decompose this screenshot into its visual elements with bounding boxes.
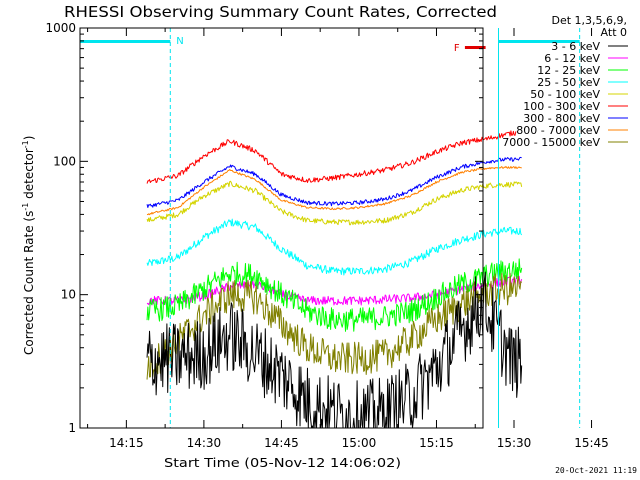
legend-label-6: 100 - 300 keV — [523, 100, 600, 113]
series-trace-3 — [146, 258, 523, 332]
series-trace-7 — [146, 156, 522, 208]
chart-title: RHESSI Observing Summary Count Rates, Co… — [64, 3, 497, 21]
legend-header-line1: Det 1,3,5,6,9, — [551, 14, 627, 27]
legend-label-1: 3 - 6 keV — [551, 40, 600, 53]
y-tick-label: 100 — [53, 154, 76, 168]
y-axis-label: Corrected Count Rate (s-1 detector-1) — [21, 136, 36, 355]
plot-frame — [79, 27, 484, 429]
legend-label-3: 12 - 25 keV — [537, 64, 600, 77]
series-trace-8 — [146, 165, 522, 216]
y-axis-label-close: ) — [22, 136, 36, 141]
night-interval-bar — [80, 40, 171, 43]
legend-label-7: 300 - 800 keV — [523, 112, 600, 125]
legend-label-4: 25 - 50 keV — [537, 76, 600, 89]
legend-label-8: 800 - 7000 keV — [516, 124, 600, 137]
flare-interval-bar — [464, 46, 486, 49]
legend-label-9: 7000 - 15000 keV — [502, 136, 600, 149]
flare-label: F — [454, 43, 460, 54]
series-trace-5 — [146, 180, 523, 226]
y-axis-label-exp1: -1 — [21, 203, 30, 211]
night-interval-bar — [498, 40, 580, 43]
series-trace-4 — [146, 218, 523, 276]
y-axis-label-main: Corrected Count Rate (s — [22, 211, 36, 355]
legend-header-line2: Att 0 — [601, 26, 627, 39]
axes: 14:15 14:30 14:45 15:00 15:15 15:30 15:45 1 10 10… — [45, 21, 608, 450]
y-axis-label-unit: detector — [22, 148, 36, 203]
footer-date: 20-Oct-2021 11:19 — [555, 466, 637, 475]
y-tick-label: 10 — [61, 288, 76, 302]
x-tick-label: 14:45 — [264, 436, 299, 450]
x-tick-label: 15:45 — [574, 436, 609, 450]
x-axis-label: Start Time (05-Nov-12 14:06:02) — [164, 456, 401, 470]
y-axis-label-exp2: -1 — [21, 140, 30, 148]
x-tick-label: 15:15 — [419, 436, 454, 450]
x-tick-label: 15:00 — [342, 436, 377, 450]
legend-label-2: 6 - 12 keV — [544, 52, 600, 65]
legend-label-5: 50 - 100 keV — [530, 88, 600, 101]
x-tick-label: 15:30 — [497, 436, 532, 450]
y-tick-label: 1 — [68, 421, 76, 435]
x-tick-label: 14:30 — [187, 436, 222, 450]
series-trace-6 — [146, 130, 517, 184]
plot-area — [146, 130, 523, 429]
x-tick-label: 14:15 — [109, 436, 144, 450]
series-trace-1 — [146, 271, 523, 429]
night-label: N — [176, 36, 183, 47]
y-tick-label: 1000 — [45, 21, 76, 35]
